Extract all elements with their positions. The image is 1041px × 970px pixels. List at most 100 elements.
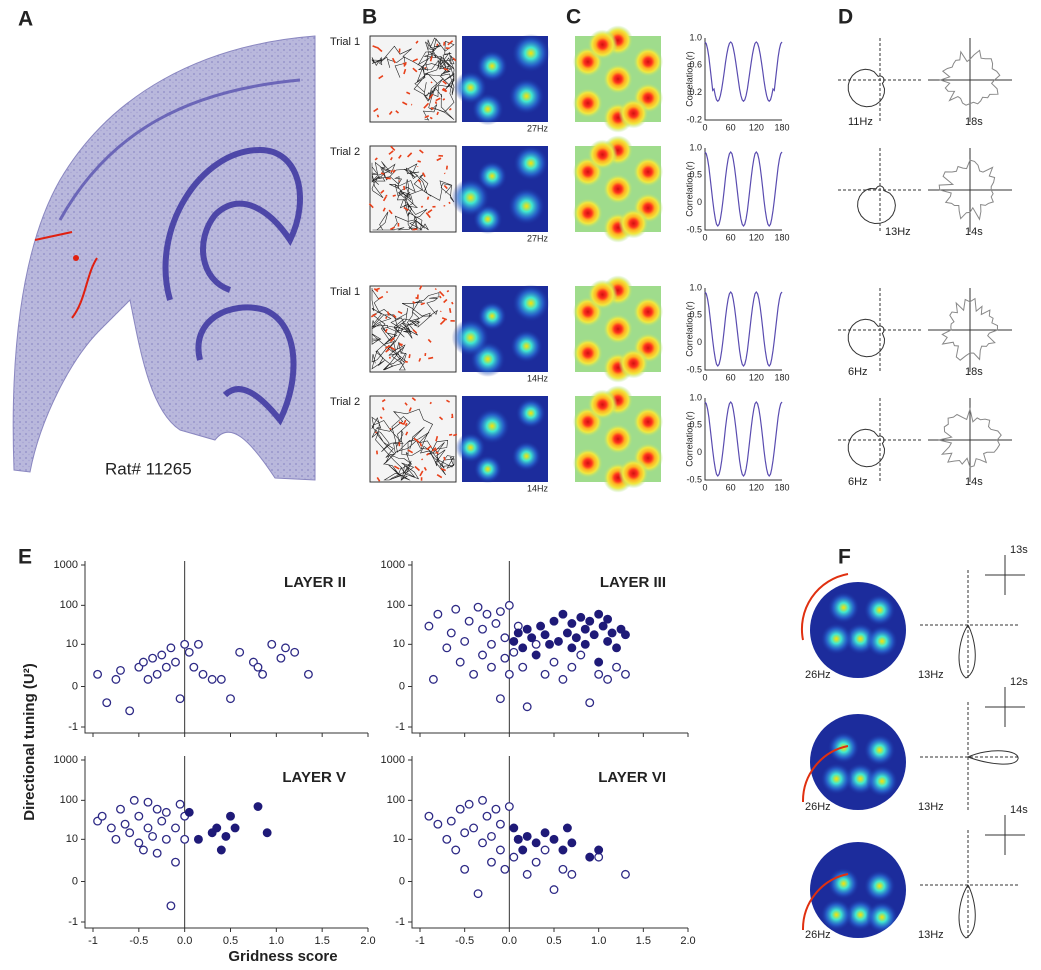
- spike: [435, 451, 439, 455]
- firing-field: [451, 318, 490, 357]
- spike: [418, 357, 422, 362]
- spike: [390, 145, 396, 151]
- data-point: [518, 845, 528, 855]
- data-point: [143, 797, 153, 807]
- corr-curve: [704, 400, 783, 478]
- data-point: [175, 694, 185, 704]
- red-marker: [34, 231, 98, 319]
- data-point: [152, 848, 162, 858]
- firing-field: [827, 591, 860, 624]
- data-point: [138, 657, 148, 667]
- data-point: [504, 669, 514, 679]
- spike: [435, 97, 441, 102]
- spike: [428, 93, 434, 100]
- spike: [439, 319, 446, 325]
- data-point: [522, 702, 532, 712]
- spike: [392, 194, 396, 197]
- firing-field: [820, 762, 853, 795]
- data-point: [424, 621, 434, 631]
- trajectory: [371, 37, 455, 121]
- spike: [381, 407, 385, 411]
- spike: [380, 189, 385, 194]
- spike: [388, 110, 393, 115]
- plot-axes: [704, 38, 782, 121]
- data-point: [540, 828, 550, 838]
- firing-field: [511, 441, 542, 472]
- corr-x-tick: 180: [774, 122, 789, 132]
- polar-axes: [838, 148, 922, 232]
- corr-y-tick: 0.5: [689, 420, 702, 430]
- small-polar-time: 13s: [1010, 544, 1028, 556]
- x-tick-label: 0.5: [223, 935, 238, 947]
- data-point: [504, 600, 514, 610]
- data-point: [594, 669, 604, 679]
- corr-x-tick: 120: [749, 122, 764, 132]
- y-tick-label: 100: [387, 794, 405, 806]
- autocorr-peak: [572, 88, 603, 119]
- trial-label: Trial 2: [330, 146, 360, 158]
- spike: [424, 115, 430, 119]
- data-point: [487, 662, 496, 672]
- firing-field: [455, 432, 486, 463]
- data-point: [513, 834, 523, 844]
- rate-map: [810, 842, 906, 938]
- data-point: [594, 852, 604, 862]
- chart-title: LAYER VI: [598, 769, 666, 786]
- data-point: [531, 650, 541, 660]
- data-point: [125, 706, 135, 716]
- data-point: [290, 647, 300, 657]
- spike: [441, 317, 448, 321]
- spike: [384, 328, 388, 333]
- data-point: [509, 647, 519, 657]
- corr-x-tick: 120: [749, 372, 764, 382]
- data-point: [221, 831, 231, 841]
- data-point: [500, 864, 510, 874]
- corr-ylabel: Correlation (r): [684, 411, 694, 467]
- spike: [412, 58, 418, 62]
- data-point: [536, 621, 546, 631]
- corr-x-tick: 60: [726, 122, 736, 132]
- panel-label: E: [18, 546, 32, 569]
- axis-line: [84, 756, 368, 929]
- data-point: [509, 823, 519, 833]
- chart-title: LAYER III: [600, 574, 666, 591]
- data-point: [148, 653, 158, 663]
- data-point: [491, 804, 501, 814]
- spike: [403, 206, 409, 212]
- y-tick-label: 0: [72, 680, 78, 692]
- spike: [429, 116, 433, 120]
- data-point: [549, 834, 559, 844]
- data-point: [460, 636, 470, 646]
- data-point: [116, 804, 125, 814]
- spike: [398, 154, 402, 159]
- spike: [407, 449, 414, 454]
- autocorr-peak: [633, 296, 664, 327]
- rate-map: [810, 582, 906, 678]
- plot-axes: [704, 148, 782, 231]
- spike: [443, 456, 446, 461]
- spike: [443, 184, 448, 190]
- data-point: [148, 831, 158, 841]
- data-point: [495, 694, 505, 704]
- small-polar: [985, 687, 1025, 727]
- spike: [402, 101, 408, 106]
- spike: [419, 470, 424, 477]
- data-point: [428, 674, 438, 684]
- spike: [418, 285, 423, 290]
- spike: [419, 149, 424, 154]
- firing-field: [453, 70, 488, 105]
- spike: [402, 419, 407, 426]
- data-point: [580, 624, 590, 634]
- rate-label: 26Hz: [805, 669, 831, 681]
- polar-rate: 6Hz: [848, 366, 868, 378]
- data-point: [189, 662, 199, 672]
- data-point: [589, 630, 599, 640]
- corr-y-tick: 0: [697, 197, 702, 207]
- y-tick-label: 10: [393, 638, 405, 650]
- plot-axes: [704, 398, 782, 481]
- spike: [405, 431, 409, 436]
- data-point: [491, 619, 501, 628]
- data-point: [487, 831, 496, 841]
- data-point: [464, 616, 474, 626]
- data-point: [433, 819, 443, 829]
